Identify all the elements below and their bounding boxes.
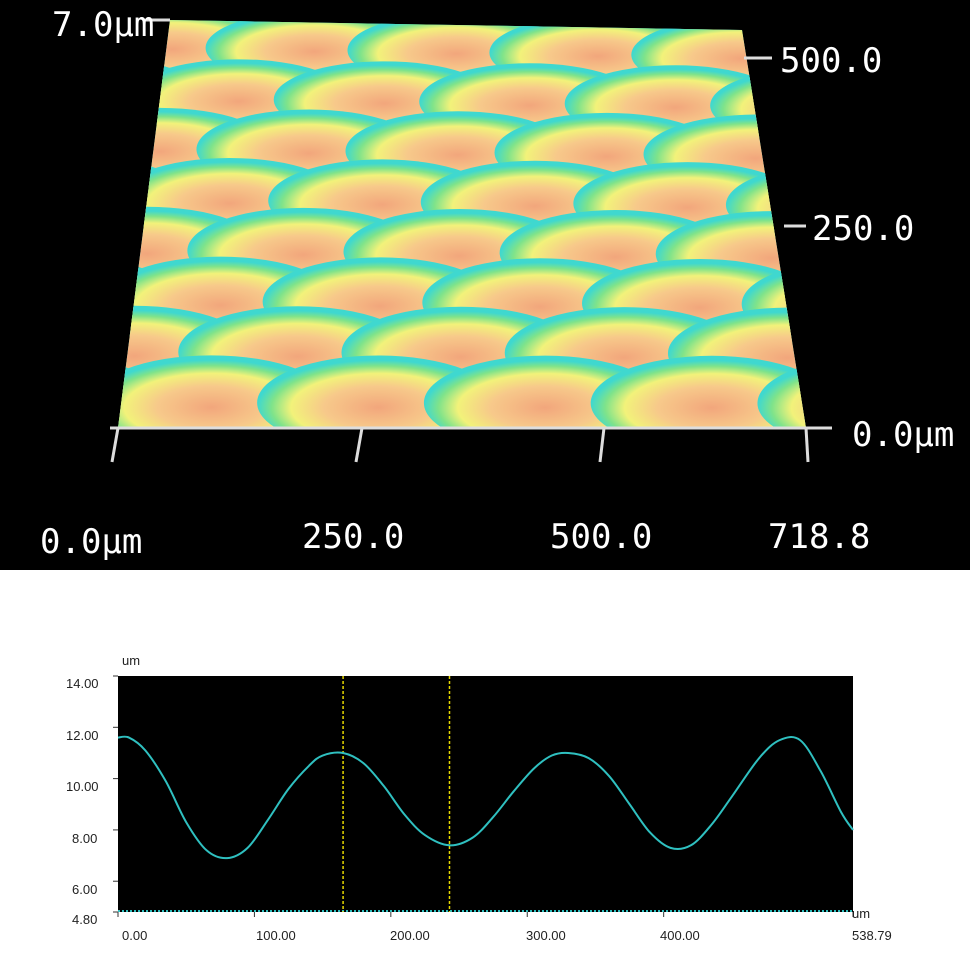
x-tick-label: 200.00 xyxy=(390,928,430,943)
y-tick-label: 6.00 xyxy=(72,882,98,897)
y-tick-label: 14.00 xyxy=(66,676,99,691)
surface-3d-svg xyxy=(110,18,832,463)
y-tick-label: 8.00 xyxy=(72,831,98,846)
y-tick-label: 500.0 xyxy=(780,41,883,81)
y-tick-label: 10.00 xyxy=(66,779,99,794)
profile-line xyxy=(117,735,854,860)
x-tick-label: 0.0μm xyxy=(40,522,143,562)
x-tick-label: 100.00 xyxy=(256,928,296,943)
y-tick-label: 12.00 xyxy=(66,728,99,743)
x-tick-label: 718.8 xyxy=(768,517,871,557)
plot-area xyxy=(118,676,853,912)
x-tick-label: 250.0 xyxy=(302,517,405,557)
lens-bump xyxy=(257,355,500,428)
y-tick-label: 250.0 xyxy=(812,209,915,249)
x-axis-tick xyxy=(110,427,120,463)
x-axis-tick xyxy=(354,427,364,463)
x-tick-label: 538.79 xyxy=(852,928,892,943)
profile-plot-svg xyxy=(113,675,854,917)
x-tick-label: 400.00 xyxy=(660,928,700,943)
x-axis-tick xyxy=(598,427,606,463)
x-tick-label: 0.00 xyxy=(122,928,148,943)
surface-3d-plot: 7.0μm 500.0 250.0 0.0μm 0.0μm 250.0 500.… xyxy=(0,0,970,570)
x-tick-label: 500.0 xyxy=(550,517,653,557)
y-tick-label: 0.0μm xyxy=(852,415,955,455)
z-axis-max-label: 7.0μm xyxy=(52,5,155,45)
lens-bump xyxy=(118,355,333,428)
profile-chart: um 14.00 12.00 10.00 8.00 6.00 4.80 0.00… xyxy=(0,640,970,971)
y-tick-label: 4.80 xyxy=(72,912,98,927)
x-unit-label: um xyxy=(852,906,871,921)
x-axis-tick xyxy=(804,427,810,463)
x-tick-label: 300.00 xyxy=(526,928,566,943)
y-unit-label: um xyxy=(122,653,141,668)
